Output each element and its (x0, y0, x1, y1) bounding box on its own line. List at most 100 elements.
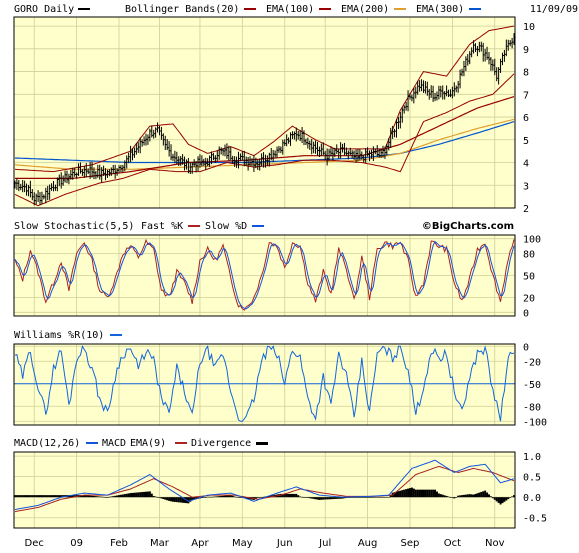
macd-line (14, 459, 515, 510)
divergence-bar (100, 496, 103, 498)
divergence-bar (152, 495, 155, 498)
x-tick-label: 09 (70, 538, 83, 549)
divergence-bar (439, 494, 442, 498)
macd-panel-header: MACD(12,26) MACD EMA(9) Divergence (14, 438, 268, 449)
divergence-bar (356, 497, 359, 498)
divergence-bar (337, 497, 340, 499)
divergence-bar (144, 491, 147, 498)
legend-bollinger: Bollinger Bands(20) (125, 4, 239, 15)
divergence-bar (474, 493, 477, 498)
divergence-bar (71, 495, 74, 498)
y-tick-label: 7 (523, 90, 529, 101)
x-tick-label: Nov (485, 538, 505, 549)
swatch-ema100 (319, 8, 331, 10)
divergence-bar (466, 494, 469, 498)
swatch-fast-k (188, 225, 200, 227)
y-tick-label: -100 (523, 417, 547, 428)
divergence-bar (106, 497, 109, 498)
divergence-bar (281, 493, 284, 498)
divergence-bar (505, 497, 508, 501)
y-tick-label: 50 (523, 272, 535, 283)
divergence-bar (343, 497, 346, 499)
divergence-bar (137, 492, 140, 498)
x-tick-label: Aug (358, 538, 378, 549)
divergence-bar (449, 497, 452, 498)
divergence-bar (399, 490, 402, 498)
divergence-bar (129, 493, 132, 498)
divergence-bar (181, 497, 184, 503)
divergence-bar (362, 497, 365, 498)
divergence-bar (121, 494, 124, 498)
divergence-bar (312, 497, 315, 499)
swatch-ema200 (394, 8, 406, 10)
divergence-bar (451, 497, 454, 498)
divergence-bar (283, 493, 286, 498)
divergence-bar (355, 497, 358, 498)
divergence-bar (426, 489, 429, 498)
price-panel-header: GORO Daily Bollinger Bands(20) EMA(100) … (14, 4, 578, 15)
divergence-bar (455, 497, 458, 498)
williams-line (14, 344, 515, 422)
divergence-bar (497, 497, 500, 503)
y-tick-label: 3 (523, 181, 529, 192)
divergence-bar (322, 497, 325, 500)
divergence-bar (484, 490, 487, 498)
divergence-bar (27, 495, 30, 498)
divergence-bar (60, 495, 63, 498)
divergence-bar (85, 495, 88, 498)
swatch-macd-ema (175, 442, 187, 444)
divergence-bar (293, 493, 296, 498)
divergence-bar (170, 497, 173, 502)
divergence-bar (87, 495, 90, 498)
swatch-ema300 (469, 8, 481, 10)
divergence-bar (131, 492, 134, 498)
divergence-bar (40, 495, 43, 498)
legend-macd: MACD (102, 438, 126, 449)
divergence-bar (52, 495, 55, 498)
swatch-slow-d (252, 225, 264, 227)
divergence-bar (424, 489, 427, 498)
divergence-bar (374, 496, 377, 498)
divergence-bar (316, 497, 319, 500)
divergence-bar (453, 497, 456, 499)
divergence-bar (168, 497, 171, 501)
divergence-bar (314, 497, 317, 500)
divergence-bar (335, 497, 338, 499)
divergence-bar (200, 497, 203, 499)
divergence-bar (310, 497, 313, 499)
divergence-bar (480, 491, 483, 498)
divergence-bar (162, 497, 165, 500)
divergence-bar (91, 495, 94, 498)
divergence-bar (308, 497, 311, 499)
divergence-bar (339, 497, 342, 499)
panel-frame (13, 451, 516, 529)
x-tick-label: Sep (401, 538, 420, 549)
bollinger-lower-line (14, 73, 515, 207)
divergence-bar (46, 495, 49, 498)
divergence-bar (320, 497, 323, 500)
divergence-bar (331, 497, 334, 500)
divergence-bar (303, 497, 306, 498)
divergence-bar (503, 497, 506, 502)
swatch-williams (110, 334, 122, 336)
divergence-bar (295, 493, 298, 498)
divergence-bar (245, 497, 248, 499)
williams-panel-header: Williams %R(10) (14, 330, 122, 341)
divergence-bar (486, 492, 489, 498)
divergence-bar (443, 495, 446, 498)
divergence-bar (112, 496, 115, 498)
divergence-bar (353, 497, 356, 498)
divergence-bar (285, 493, 288, 498)
divergence-bar (98, 496, 101, 498)
divergence-bar (385, 496, 388, 498)
y-tick-label: 0 (523, 342, 529, 353)
panel-frame (13, 16, 516, 209)
divergence-bar (225, 495, 228, 498)
macd-title: MACD(12,26) (14, 438, 80, 449)
divergence-bar (23, 495, 26, 498)
stochastic-title: Slow Stochastic(5,5) (14, 221, 134, 232)
x-tick-label: Dec (25, 538, 44, 549)
y-tick-label: 2 (523, 204, 529, 215)
x-tick-label: Mar (150, 538, 170, 549)
divergence-bar (119, 494, 122, 498)
